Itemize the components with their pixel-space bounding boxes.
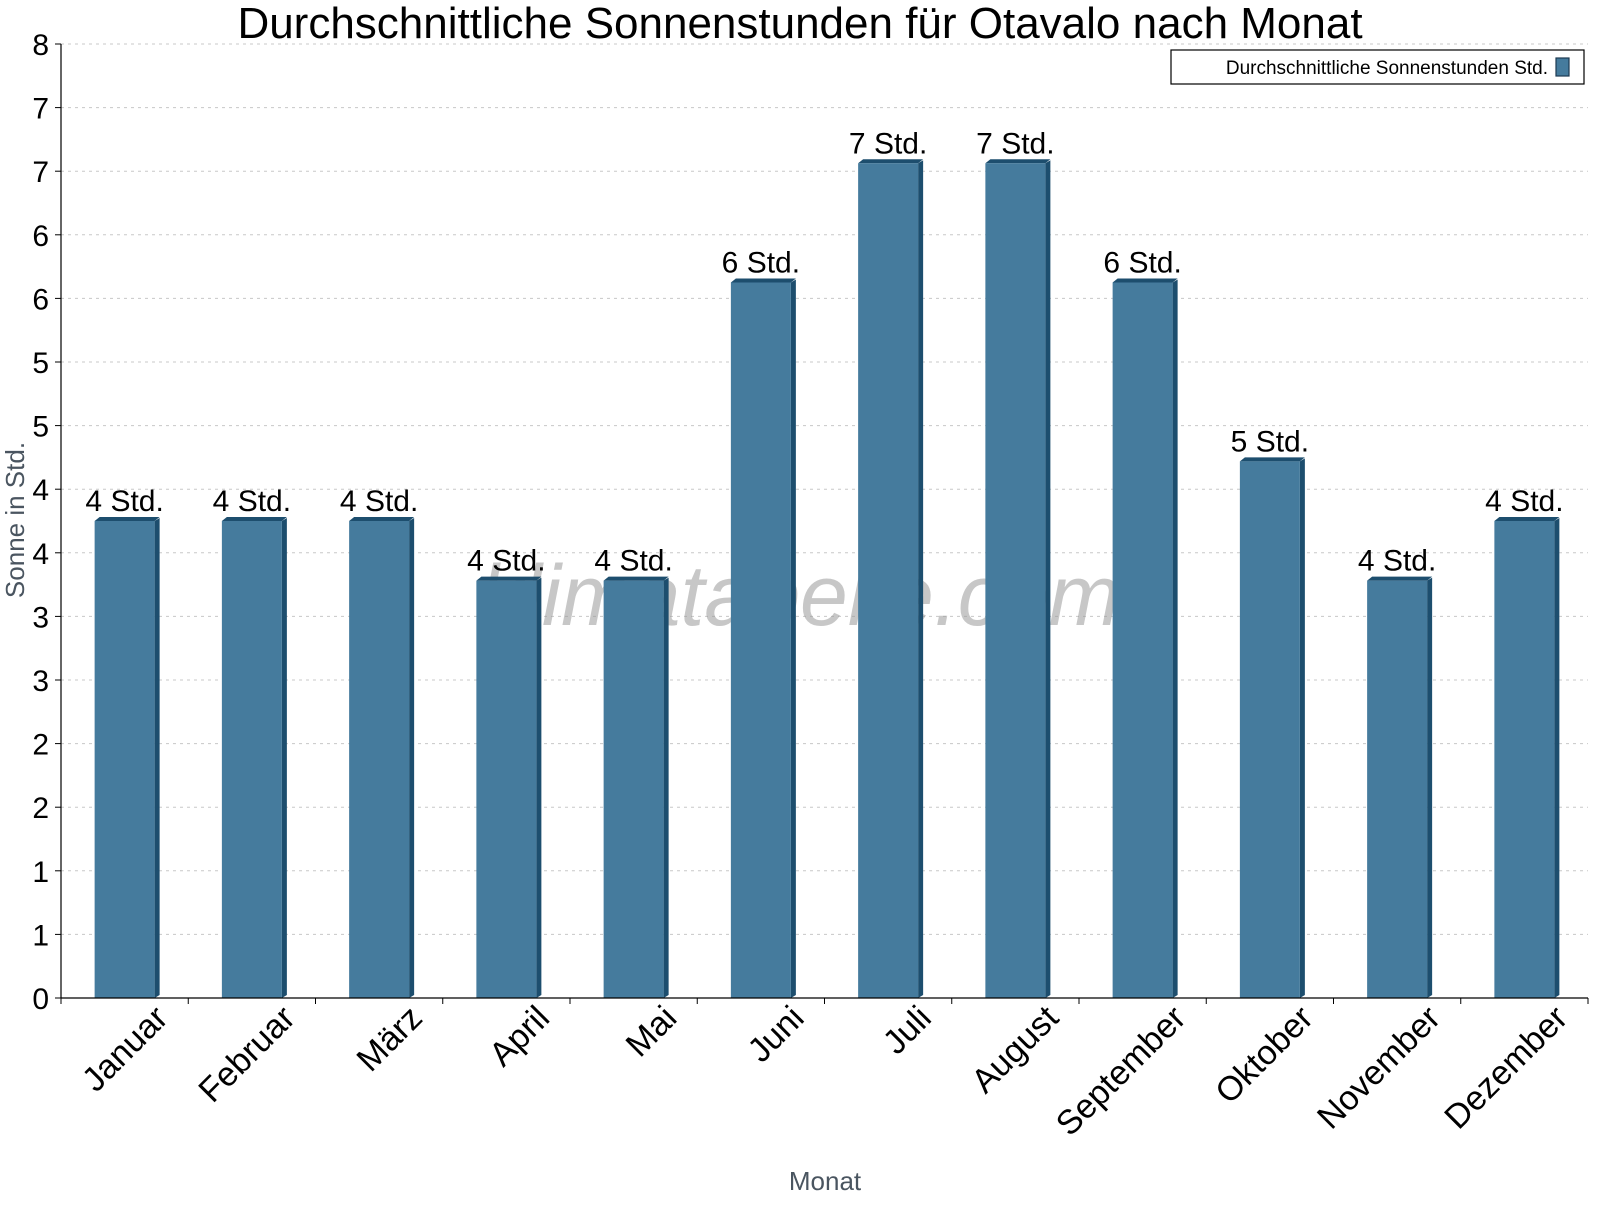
bar-side <box>1045 160 1051 998</box>
x-tick-label: Juli <box>876 999 939 1062</box>
bar-top <box>349 517 415 521</box>
y-tick-label: 3 <box>32 665 49 698</box>
x-tick-label: Dezember <box>1437 999 1575 1137</box>
bar-side <box>536 577 542 998</box>
bar <box>349 521 410 998</box>
bar <box>858 163 919 998</box>
y-tick-label: 0 <box>32 983 49 1016</box>
bar-side <box>1299 458 1305 998</box>
y-tick-label: 4 <box>32 474 49 507</box>
bar-top <box>94 517 160 521</box>
bar-side <box>1427 577 1433 998</box>
bar-side <box>1554 518 1560 998</box>
x-tick-label: Oktober <box>1208 999 1320 1111</box>
bar-side <box>1172 279 1178 998</box>
bar <box>221 521 282 998</box>
x-tick-label: September <box>1049 999 1193 1143</box>
bar-top <box>985 159 1051 164</box>
bar-side <box>663 577 669 998</box>
bar <box>1367 580 1428 998</box>
legend-swatch <box>1555 57 1570 77</box>
bar <box>94 521 155 998</box>
bar-top <box>476 576 542 581</box>
x-tick-label: Januar <box>75 999 175 1099</box>
bar-top <box>1239 457 1305 462</box>
bar <box>1494 521 1555 998</box>
data-label: 4 Std. <box>594 545 672 578</box>
x-tick-label: November <box>1310 999 1448 1137</box>
bar-side <box>918 160 924 998</box>
y-tick-label: 2 <box>32 792 49 825</box>
y-tick-label: 1 <box>32 919 49 952</box>
bar-top <box>730 278 796 283</box>
data-label: 7 Std. <box>849 127 927 160</box>
bar-side <box>409 518 415 998</box>
data-label: 4 Std. <box>1485 485 1563 518</box>
bar-top <box>1112 278 1178 283</box>
data-label: 4 Std. <box>467 545 545 578</box>
data-label: 4 Std. <box>1358 545 1436 578</box>
bar <box>730 282 791 998</box>
bar-top <box>603 576 669 581</box>
y-tick-label: 5 <box>32 411 49 444</box>
y-tick-label: 6 <box>32 220 49 253</box>
y-tick-label: 3 <box>32 601 49 634</box>
legend-label: Durchschnittliche Sonnenstunden Std. <box>1226 58 1548 79</box>
y-tick-label: 7 <box>32 93 49 126</box>
y-tick-label: 4 <box>32 538 49 571</box>
legend: Durchschnittliche Sonnenstunden Std. <box>1170 49 1585 85</box>
bar <box>1239 461 1300 998</box>
data-label: 4 Std. <box>85 485 163 518</box>
data-label: 4 Std. <box>213 485 291 518</box>
y-tick-label: 2 <box>32 729 49 762</box>
x-tick-label: April <box>482 999 557 1074</box>
data-label: 6 Std. <box>722 247 800 280</box>
bar-side <box>154 518 160 998</box>
data-label: 4 Std. <box>340 485 418 518</box>
x-tick-label: August <box>964 998 1066 1100</box>
bar-top <box>221 517 287 521</box>
bar-top <box>858 159 924 164</box>
bar-top <box>1367 576 1433 581</box>
x-tick-label: Februar <box>191 999 302 1110</box>
grid-layer <box>61 43 1588 935</box>
bar <box>476 580 537 998</box>
bar <box>1112 282 1173 998</box>
bar-side <box>790 279 796 998</box>
x-tick-label: März <box>349 999 429 1079</box>
x-tick-label: Mai <box>619 999 685 1065</box>
y-tick-label: 8 <box>32 29 49 62</box>
legend-box <box>1170 49 1585 85</box>
x-tick-label: Juni <box>741 999 812 1070</box>
data-labels-layer: 4 Std. 4 Std. 4 Std. 4 Std. 4 Std. 6 Std. 7 St… <box>85 127 1563 577</box>
bar <box>985 163 1046 998</box>
y-tick-label: 7 <box>32 156 49 189</box>
data-label: 6 Std. <box>1103 247 1181 280</box>
y-tick-label: 5 <box>32 347 49 380</box>
bar-top <box>1494 517 1560 521</box>
bar <box>603 580 664 998</box>
y-tick-label: 1 <box>32 856 49 889</box>
bars-layer <box>94 159 1560 998</box>
y-tick-label: 6 <box>32 283 49 316</box>
data-label: 5 Std. <box>1231 425 1309 458</box>
bar-side <box>281 518 287 998</box>
y-axis-label: Sonne in Std. <box>0 442 30 598</box>
chart-title: Durchschnittliche Sonnenstunden für Otav… <box>237 0 1362 48</box>
x-axis-label: Monat <box>789 1166 862 1196</box>
data-label: 7 Std. <box>976 127 1054 160</box>
